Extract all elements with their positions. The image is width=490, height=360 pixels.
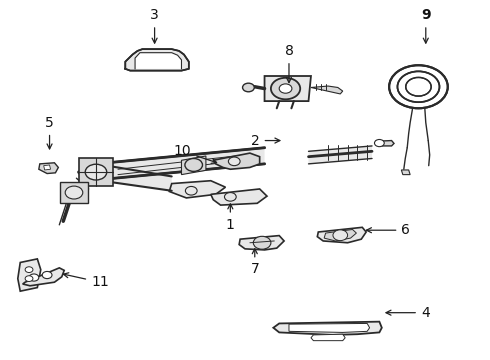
Polygon shape [79, 158, 113, 186]
Polygon shape [273, 321, 382, 335]
Text: 5: 5 [45, 116, 54, 149]
Polygon shape [324, 229, 356, 241]
Circle shape [224, 193, 236, 201]
Polygon shape [125, 49, 189, 71]
Circle shape [333, 230, 347, 240]
Circle shape [42, 271, 52, 279]
Circle shape [228, 157, 240, 166]
Polygon shape [311, 334, 345, 341]
Text: 1: 1 [226, 204, 235, 231]
Polygon shape [213, 153, 260, 169]
Polygon shape [96, 148, 265, 180]
Circle shape [185, 158, 202, 171]
Text: 6: 6 [367, 223, 410, 237]
Polygon shape [44, 165, 50, 170]
Circle shape [29, 274, 39, 281]
Polygon shape [309, 146, 372, 164]
Text: 10: 10 [173, 144, 217, 163]
Text: 3: 3 [150, 8, 159, 43]
Circle shape [25, 276, 33, 282]
Polygon shape [239, 235, 284, 250]
Text: 7: 7 [250, 249, 259, 276]
Polygon shape [211, 189, 267, 205]
Polygon shape [387, 62, 450, 111]
Circle shape [279, 84, 292, 93]
Polygon shape [289, 323, 369, 332]
Circle shape [85, 164, 107, 180]
Circle shape [253, 236, 271, 249]
Polygon shape [311, 86, 343, 94]
Circle shape [243, 83, 254, 92]
Polygon shape [265, 76, 311, 101]
Polygon shape [39, 163, 58, 174]
Text: 8: 8 [285, 44, 294, 82]
Polygon shape [60, 182, 88, 203]
Text: 11: 11 [63, 273, 109, 289]
Polygon shape [23, 268, 64, 286]
Polygon shape [181, 156, 206, 175]
Polygon shape [169, 181, 225, 198]
Circle shape [271, 78, 300, 99]
Circle shape [65, 186, 83, 199]
Circle shape [25, 267, 33, 273]
Circle shape [185, 186, 197, 195]
Text: 4: 4 [386, 306, 430, 320]
Polygon shape [135, 53, 181, 69]
Text: 9: 9 [421, 8, 431, 43]
Polygon shape [401, 170, 410, 175]
Circle shape [374, 139, 384, 147]
Polygon shape [96, 164, 172, 191]
Polygon shape [18, 259, 41, 291]
Text: 2: 2 [251, 134, 280, 148]
Polygon shape [376, 140, 394, 146]
Polygon shape [318, 227, 366, 243]
